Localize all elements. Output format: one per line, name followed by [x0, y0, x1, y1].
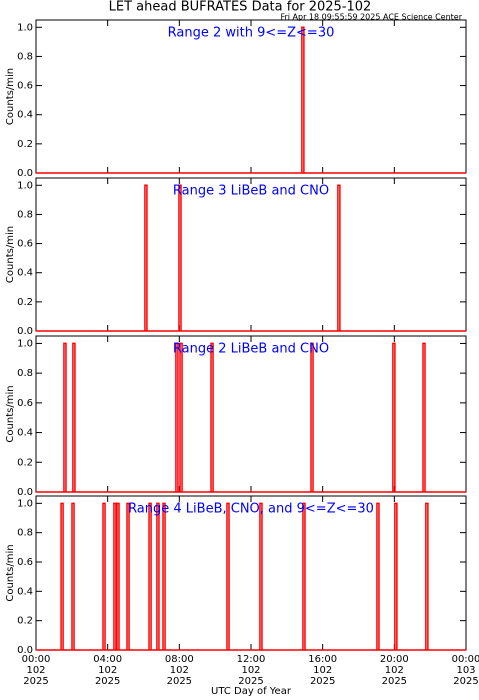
- spike: [422, 342, 426, 492]
- y-tick-label: 0.6: [17, 239, 33, 250]
- y-tick-label: 1.0: [17, 338, 33, 349]
- x-tick-year: 2025: [238, 676, 263, 687]
- x-tick-label: 12:00: [237, 654, 266, 665]
- y-tick-label: 0.4: [17, 428, 33, 439]
- y-tick-label: 0.0: [17, 487, 33, 498]
- spike: [144, 184, 148, 331]
- y-tick-label: 0.8: [17, 528, 33, 539]
- y-axis-title: Counts/min: [5, 226, 16, 283]
- plot-frame: [35, 495, 467, 651]
- spike: [210, 342, 214, 492]
- spike: [113, 502, 117, 650]
- x-tick-year: 2025: [310, 676, 335, 687]
- panel-title: Range 2 LiBeB and CNO: [173, 342, 329, 357]
- y-tick-label: 0.2: [17, 297, 33, 308]
- x-axis-title: UTC Day of Year: [211, 686, 292, 697]
- y-tick-label: 1.0: [17, 22, 33, 33]
- y-tick-label: 0.0: [17, 645, 33, 656]
- plot-frame: [35, 177, 467, 332]
- y-tick-label: 0.0: [17, 168, 33, 179]
- spike: [162, 502, 166, 650]
- spike: [156, 502, 160, 650]
- plot-frame: [35, 19, 467, 174]
- y-tick-label: 0.6: [17, 557, 33, 568]
- spike: [72, 342, 76, 492]
- x-tick-label: 00:00: [22, 654, 51, 665]
- y-tick-label: 0.4: [17, 586, 33, 597]
- plot-frame: [35, 335, 467, 493]
- spike: [102, 502, 106, 650]
- y-tick-label: 0.2: [17, 457, 33, 468]
- spike: [302, 502, 306, 650]
- x-tick-year: 2025: [23, 676, 48, 687]
- chart-title: LET ahead BUFRATES Data for 2025-102: [109, 0, 372, 15]
- x-tick-year: 2025: [382, 676, 407, 687]
- spike: [60, 502, 64, 650]
- y-tick-label: 0.6: [17, 398, 33, 409]
- spike: [226, 502, 230, 650]
- spike: [126, 502, 130, 650]
- panel-title: Range 3 LiBeB and CNO: [173, 184, 329, 199]
- y-tick-label: 0.8: [17, 51, 33, 62]
- x-tick-label: 04:00: [93, 654, 122, 665]
- y-tick-label: 0.4: [17, 268, 33, 279]
- spike: [376, 502, 380, 650]
- x-tick-label: 08:00: [165, 654, 194, 665]
- panel-title: Range 2 with 9<=Z<=30: [168, 26, 335, 41]
- y-tick-label: 1.0: [17, 498, 33, 509]
- x-tick-day: 102: [313, 665, 332, 676]
- spike: [179, 342, 183, 492]
- y-tick-label: 0.8: [17, 209, 33, 220]
- spike: [116, 502, 120, 650]
- y-axis-title: Counts/min: [5, 68, 16, 125]
- y-axis-title: Counts/min: [5, 544, 16, 601]
- y-tick-label: 0.4: [17, 110, 33, 121]
- spike: [178, 184, 182, 331]
- y-tick-label: 1.0: [17, 180, 33, 191]
- y-tick-label: 0.8: [17, 368, 33, 379]
- x-tick-day: 103: [456, 665, 475, 676]
- spike: [301, 26, 305, 173]
- spike: [310, 342, 314, 492]
- y-tick-label: 0.2: [17, 616, 33, 627]
- x-tick-label: 20:00: [380, 654, 409, 665]
- x-tick-year: 2025: [453, 676, 478, 687]
- timestamp: Fri Apr 18 09:55:59 2025 ACE Science Cen…: [280, 13, 462, 22]
- panel-title: Range 4 LiBeB, CNO, and 9<=Z<=30: [128, 502, 374, 517]
- x-tick-day: 102: [98, 665, 117, 676]
- y-tick-label: 0.0: [17, 326, 33, 337]
- x-tick-day: 102: [385, 665, 404, 676]
- spike: [337, 184, 341, 331]
- spike: [148, 502, 152, 650]
- x-tick-label: 00:00: [452, 654, 479, 665]
- spike: [392, 342, 396, 492]
- x-tick-label: 16:00: [308, 654, 337, 665]
- x-tick-year: 2025: [167, 676, 192, 687]
- x-tick-day: 102: [26, 665, 45, 676]
- y-tick-label: 0.2: [17, 139, 33, 150]
- spike: [63, 342, 67, 492]
- y-tick-label: 0.6: [17, 81, 33, 92]
- spike: [259, 502, 263, 650]
- spike: [425, 502, 429, 650]
- y-axis-title: Counts/min: [5, 385, 16, 442]
- spike: [175, 342, 179, 492]
- x-tick-year: 2025: [95, 676, 120, 687]
- spike: [394, 502, 398, 650]
- x-tick-day: 102: [170, 665, 189, 676]
- x-tick-day: 102: [241, 665, 260, 676]
- spike: [71, 502, 75, 650]
